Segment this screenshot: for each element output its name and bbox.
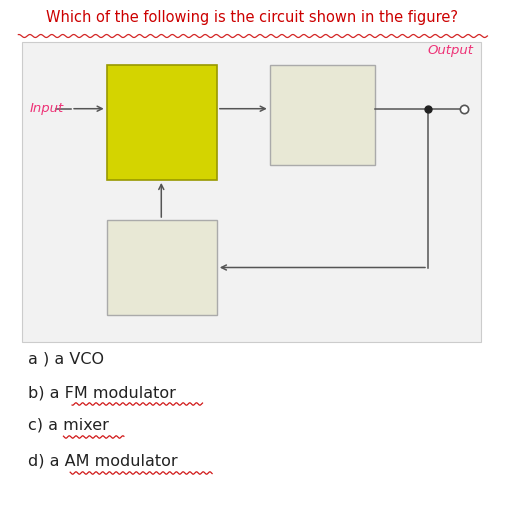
Bar [107,65,217,180]
Text: Which of the following is the circuit shown in the figure?: Which of the following is the circuit sh… [46,10,459,25]
Text: a ) a VCO: a ) a VCO [28,352,104,367]
Text: Output: Output [427,44,473,57]
Bar [22,42,481,342]
Text: b) a FM modulator: b) a FM modulator [28,385,176,400]
Bar [270,65,375,165]
Bar [107,220,217,315]
Text: d) a AM modulator: d) a AM modulator [28,454,178,469]
Text: Input: Input [30,102,64,115]
Text: c) a mixer: c) a mixer [28,418,109,433]
